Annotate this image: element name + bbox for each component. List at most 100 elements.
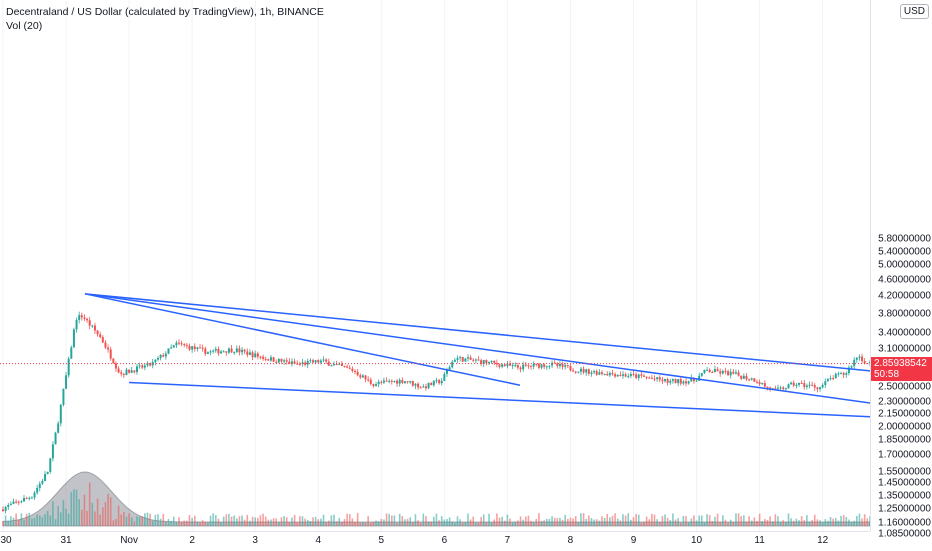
- volume-bar: [482, 514, 485, 526]
- candle-body: [2, 509, 4, 511]
- volume-bar: [425, 516, 427, 526]
- candle-body: [745, 375, 748, 380]
- volume-bar: [493, 519, 496, 526]
- volume-bar: [735, 513, 737, 526]
- price-tick-label: 4.60000000: [878, 274, 931, 286]
- volume-bar: [546, 518, 548, 526]
- volume-bar: [769, 516, 771, 526]
- volume-bar: [220, 522, 222, 526]
- volume-bar: [327, 520, 330, 526]
- candle-body: [456, 358, 459, 360]
- candle-body: [603, 373, 606, 375]
- volume-bar: [469, 519, 472, 526]
- candle-body: [826, 379, 829, 382]
- candle-body: [490, 360, 493, 362]
- volume-bar: [461, 522, 464, 526]
- candle-body: [206, 352, 209, 354]
- candle-body: [272, 357, 275, 362]
- candle-body: [427, 382, 430, 389]
- trendline: [84, 293, 521, 386]
- volume-bar: [693, 515, 695, 526]
- volume-bar: [674, 519, 677, 526]
- candle-body: [4, 507, 7, 511]
- candle-body: [832, 378, 835, 380]
- candle-body: [700, 373, 703, 376]
- candle-body: [842, 373, 845, 375]
- volume-bar: [154, 514, 157, 526]
- volume-bar: [477, 522, 480, 526]
- volume-bar: [354, 521, 356, 526]
- currency-badge[interactable]: USD: [899, 4, 929, 19]
- volume-bar: [813, 514, 816, 526]
- candle-body: [524, 364, 527, 366]
- trendline: [129, 381, 870, 418]
- volume-bar: [811, 519, 813, 526]
- candle-body: [438, 380, 441, 384]
- volume-bar: [33, 517, 36, 526]
- candle-body: [385, 380, 388, 382]
- volume-bar: [341, 521, 343, 526]
- volume-bar: [753, 517, 756, 526]
- candle-body: [246, 351, 249, 355]
- volume-bar: [312, 517, 314, 526]
- candle-body: [138, 365, 141, 367]
- candle-body: [445, 370, 448, 374]
- volume-bar: [422, 513, 425, 526]
- candle-body: [690, 377, 693, 382]
- volume-bar: [170, 520, 172, 526]
- volume-bar: [67, 513, 70, 526]
- time-scale[interactable]: 30 31 Nov 2 3 4 5 6 7 8 9 10 11 12: [0, 531, 870, 551]
- candle-body: [125, 369, 128, 375]
- candle-body: [632, 373, 635, 375]
- candle-body: [346, 366, 349, 368]
- volume-bar: [136, 516, 138, 526]
- candle-body: [133, 370, 136, 373]
- candle-body: [582, 368, 585, 373]
- volume-bar: [593, 519, 595, 526]
- chart-legend: Decentraland / US Dollar (calculated by …: [6, 5, 324, 33]
- candle-body: [776, 387, 779, 389]
- candle-body: [15, 501, 18, 503]
- volume-bar: [635, 513, 637, 526]
- candle-body: [314, 360, 317, 363]
- candle-body: [12, 501, 15, 504]
- volume-bar: [188, 515, 191, 526]
- price-scale[interactable]: USD 5.80000000 5.40000000 5.00000000 4.6000…: [870, 0, 932, 540]
- volume-bar: [679, 522, 682, 526]
- candle-body: [388, 380, 391, 382]
- price-plot[interactable]: [0, 0, 870, 531]
- candle-body: [220, 351, 223, 354]
- volume-bar: [70, 492, 73, 526]
- candle-body: [847, 367, 850, 374]
- volume-bar: [792, 520, 795, 526]
- volume-bar: [698, 515, 700, 526]
- candle-body: [183, 344, 186, 346]
- volume-bar: [869, 516, 870, 526]
- candle-body: [382, 380, 385, 383]
- candle-body: [579, 368, 582, 372]
- candle-body: [535, 363, 538, 365]
- volume-bar: [627, 513, 630, 526]
- volume-bar: [249, 520, 251, 526]
- volume-bar: [107, 493, 109, 526]
- price-tick-label: 1.85000000: [878, 434, 931, 446]
- volume-bar: [771, 521, 774, 526]
- volume-bar: [672, 513, 674, 526]
- volume-bar: [306, 519, 309, 526]
- volume-bar: [524, 516, 527, 526]
- candle-body: [608, 373, 611, 376]
- candle-body: [41, 480, 44, 484]
- candle-body: [784, 388, 787, 390]
- volume-bar: [708, 515, 711, 526]
- candle-body: [227, 348, 230, 353]
- volume-bar: [711, 521, 714, 526]
- candle-body: [621, 374, 624, 376]
- volume-bar: [580, 513, 582, 526]
- candle-body: [666, 379, 669, 383]
- volume-bar: [574, 516, 577, 526]
- candle-body: [643, 375, 646, 377]
- volume-bar: [73, 489, 75, 526]
- volume-bar: [10, 516, 12, 526]
- chart-area[interactable]: Decentraland / US Dollar (calculated by …: [0, 0, 870, 531]
- candle-body: [49, 458, 52, 473]
